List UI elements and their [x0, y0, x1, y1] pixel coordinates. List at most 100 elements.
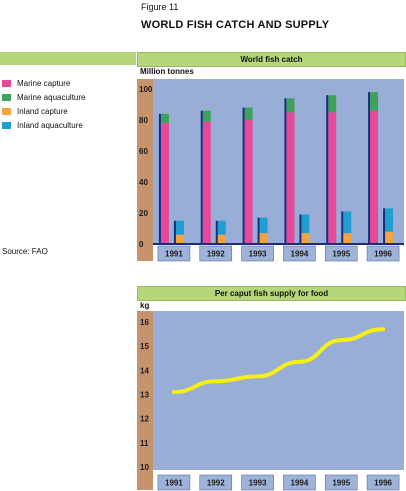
y-tick-label: 13 — [140, 391, 149, 400]
x-tick-label: 1996 — [374, 250, 392, 259]
x-tick-label: 1996 — [374, 479, 392, 488]
y-axis-band — [137, 79, 153, 261]
bar-segment — [286, 112, 295, 244]
bar-segment — [160, 113, 169, 124]
bar-segment — [259, 217, 268, 234]
y-tick-label: 0 — [139, 240, 144, 249]
legend-item-marine-aquaculture: Marine aquaculture — [2, 93, 142, 103]
category-box — [283, 474, 316, 491]
bar-segment — [385, 208, 394, 232]
bar-segment — [328, 95, 337, 113]
x-tick-label: 1994 — [291, 479, 309, 488]
bar-segment — [370, 92, 379, 111]
bar-segment — [343, 233, 352, 244]
x-tick-label: 1993 — [249, 250, 267, 259]
bar-segment — [217, 220, 226, 235]
legend-swatch-icon — [2, 122, 11, 130]
category-box — [241, 474, 274, 491]
bar-edge — [173, 220, 176, 244]
y-tick-label: 15 — [140, 342, 149, 351]
category-box — [241, 245, 274, 262]
bar-segment — [301, 233, 310, 244]
supply-line — [171, 327, 386, 395]
bar-edge — [158, 113, 161, 244]
bar-segment — [244, 107, 253, 120]
bar-edge — [341, 211, 344, 244]
legend-item-marine-capture: Marine capture — [2, 79, 142, 89]
catch-chart-ylabel: Million tonnes — [140, 67, 194, 76]
y-tick-label: 60 — [139, 147, 148, 156]
bar-segment — [343, 211, 352, 234]
supply-chart-title: Per caput fish supply for food — [137, 286, 406, 301]
x-tick-label: 1995 — [332, 479, 350, 488]
y-tick-label: 100 — [139, 85, 153, 94]
bar-segment — [301, 214, 310, 234]
x-tick-label: 1991 — [165, 479, 183, 488]
bar-edge — [299, 214, 302, 244]
catch-chart-title: World fish catch — [137, 52, 406, 67]
bar-edge — [368, 92, 371, 244]
bar-segment — [217, 234, 226, 244]
bar-edge — [383, 208, 386, 244]
legend-label: Marine capture — [17, 79, 71, 88]
source-note: Source: FAO — [2, 247, 48, 256]
category-box — [324, 245, 358, 262]
bar-segment — [202, 121, 211, 244]
bar-segment — [286, 98, 295, 113]
legend-header-bar — [0, 52, 136, 65]
legend-swatch-icon — [2, 80, 11, 88]
y-tick-label: 11 — [140, 439, 149, 448]
category-box — [199, 245, 233, 262]
legend-item-inland-capture: Inland capture — [2, 107, 142, 117]
y-axis-band — [137, 311, 153, 490]
figure-title: WORLD FISH CATCH AND SUPPLY — [141, 19, 330, 31]
bar-segment — [370, 110, 379, 244]
plot-area — [153, 311, 404, 470]
bar-segment — [160, 123, 169, 244]
category-box — [366, 245, 400, 262]
bar-edge — [326, 95, 329, 244]
bar-segment — [175, 220, 184, 235]
bar-edge — [215, 220, 218, 244]
legend-swatch-icon — [2, 94, 11, 102]
y-tick-label: 20 — [139, 209, 148, 218]
y-tick-label: 40 — [139, 178, 148, 187]
bar-segment — [202, 110, 211, 122]
bar-segment — [328, 112, 337, 244]
bar-edge — [284, 98, 287, 244]
x-tick-label: 1992 — [207, 479, 225, 488]
category-box — [199, 474, 233, 491]
figure-label: Figure 11 — [141, 2, 179, 12]
x-tick-label: 1993 — [249, 479, 267, 488]
legend-label: Marine aquaculture — [17, 93, 86, 102]
legend-label: Inland aquaculture — [17, 121, 83, 130]
bar-segment — [175, 234, 184, 244]
y-tick-label: 10 — [140, 463, 149, 472]
supply-chart-ylabel: kg — [140, 301, 150, 310]
bar-segment — [385, 231, 394, 244]
x-tick-label: 1994 — [291, 250, 309, 259]
bar-edge — [200, 110, 203, 244]
bar-edge — [242, 107, 245, 244]
bar-edge — [257, 217, 260, 244]
y-tick-label: 14 — [140, 366, 149, 375]
category-box — [157, 245, 191, 262]
plot-area — [153, 79, 404, 244]
x-tick-label: 1991 — [165, 250, 183, 259]
supply-chart: 10 11 12 13 14 15 16 1991 1992 1993 1994 1995 1996 — [137, 311, 404, 491]
y-tick-label: 12 — [140, 415, 149, 424]
category-box — [366, 474, 400, 491]
x-tick-label: 1995 — [332, 250, 350, 259]
bar-segment — [244, 120, 253, 244]
legend-swatch-icon — [2, 108, 11, 116]
y-tick-label: 80 — [139, 116, 148, 125]
catch-chart: 0 20 40 60 80 100 1991 1992 1993 1994 1995 1996 — [137, 79, 404, 262]
legend-item-inland-aquaculture: Inland aquaculture — [2, 121, 142, 131]
x-tick-label: 1992 — [207, 250, 225, 259]
category-box — [324, 474, 358, 491]
category-box — [157, 474, 191, 491]
bar-segment — [259, 233, 268, 244]
legend-label: Inland capture — [17, 107, 68, 116]
category-box — [283, 245, 316, 262]
y-tick-label: 16 — [140, 318, 149, 327]
